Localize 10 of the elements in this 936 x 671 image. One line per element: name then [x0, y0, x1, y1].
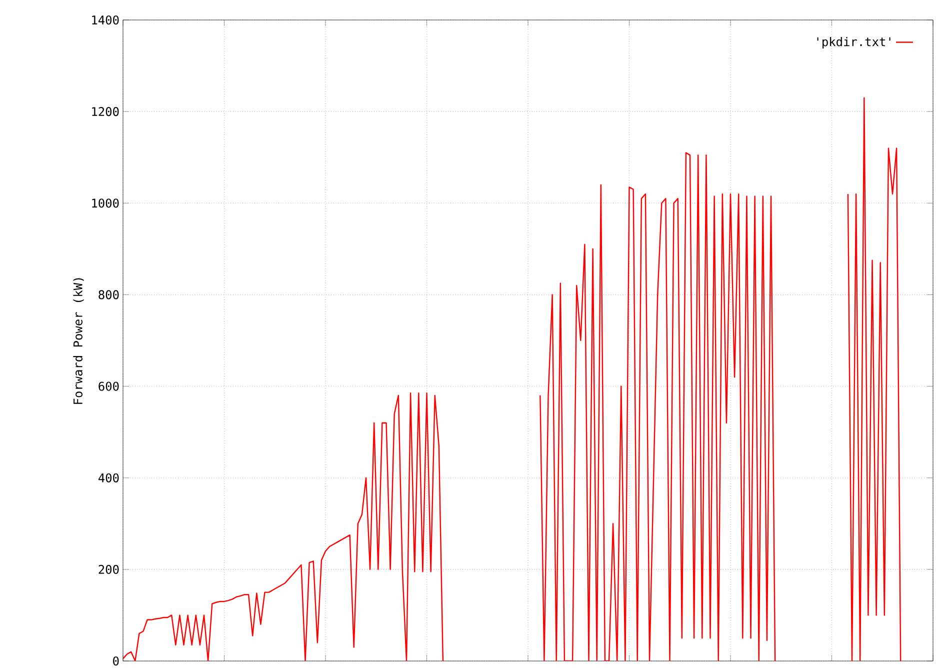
y-tick-label: 0: [113, 656, 119, 666]
y-tick-label: 1200: [92, 107, 119, 116]
y-tick-label: 200: [98, 564, 119, 574]
y-axis-title: Forward Power (kW): [73, 278, 84, 404]
y-tick-label: 400: [98, 473, 119, 482]
legend-label: 'pkdir.txt': [817, 36, 890, 49]
y-tick-label: 1400: [92, 15, 119, 25]
y-tick-label: 800: [98, 290, 119, 300]
y-tick-label: 1000: [92, 198, 119, 208]
y-tick-label: 600: [98, 382, 119, 391]
